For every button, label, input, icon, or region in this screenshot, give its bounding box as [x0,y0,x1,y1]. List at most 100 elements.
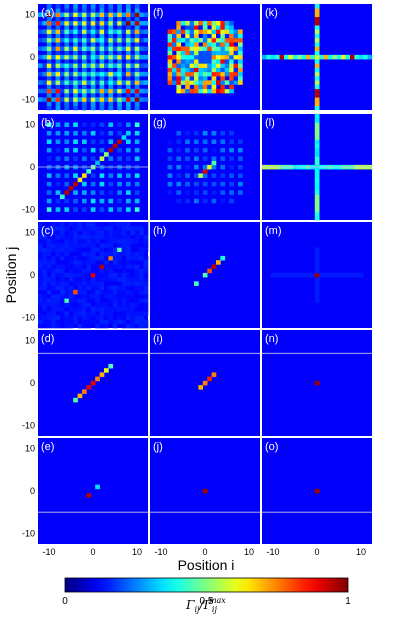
heatmap-cell [38,281,43,286]
heatmap-cell [172,63,177,68]
heatmap-cell [167,42,173,47]
heatmap-cell [68,315,74,320]
heatmap-cell [207,20,212,26]
heatmap-cell [73,311,78,316]
heatmap-cell [220,50,226,56]
heatmap-cell [77,177,83,183]
heatmap-cell [77,315,83,320]
heatmap-cell [99,63,105,68]
heatmap-cell [112,46,118,51]
heatmap-cell [167,46,173,51]
heatmap-cell [134,84,140,90]
heatmap-cell [90,4,96,9]
heatmap-cell [104,277,109,282]
heatmap-cell [46,46,52,51]
heatmap-cell [233,33,239,39]
x-tick-label: 0 [314,547,319,557]
heatmap-cell [112,272,118,278]
heatmap-cell [134,234,140,240]
heatmap-cell [46,243,52,248]
heatmap-cell [306,54,311,60]
heatmap-cell [314,277,320,282]
heatmap-cell [108,311,114,316]
heatmap-cell [108,25,114,30]
heatmap-cell [46,255,52,261]
heatmap-cell [207,376,212,382]
heatmap-cell [176,59,182,64]
heatmap-cell [126,156,131,161]
heatmap-cell [167,76,173,81]
heatmap-cell [323,54,329,60]
heatmap-cell [51,80,56,85]
heatmap-cell [194,190,199,195]
heatmap-cell [38,12,43,18]
heatmap-cell [224,20,230,26]
heatmap-cell [86,234,92,240]
heatmap-cell [112,251,118,257]
heatmap-cell [134,20,140,26]
heatmap-cell [42,255,48,261]
heatmap-cell [38,46,43,51]
heatmap-cell [350,54,355,60]
heatmap-cell [108,8,114,13]
heatmap-cell [108,285,114,291]
heatmap-cell [220,59,226,64]
heatmap-cell [77,260,83,265]
heatmap-cell [301,272,307,278]
heatmap-cell [130,298,136,303]
heatmap-cell [167,173,173,178]
heatmap-cell [126,147,131,153]
heatmap-cell [134,25,140,30]
heatmap-cell [143,289,149,295]
heatmap-cell [55,306,61,312]
heatmap-cell [104,80,109,85]
heatmap-cell [189,67,195,73]
heatmap-cell [64,46,70,51]
heatmap-cell [99,76,105,81]
heatmap-cell [73,315,78,320]
heatmap-cell [51,71,56,77]
heatmap-cell [64,222,70,227]
heatmap-cell [134,238,140,244]
heatmap-cell [224,67,230,73]
heatmap-cell [95,277,100,282]
heatmap-cell [90,50,96,56]
heatmap-cell [126,226,131,231]
heatmap-cell [189,80,195,85]
heatmap-cell [211,42,217,47]
heatmap-cell [134,251,140,257]
heatmap-cell [224,42,230,47]
heatmap-cell [229,50,234,56]
heatmap-cell [233,67,239,73]
heatmap-cell [121,63,127,68]
heatmap-cell [314,84,320,90]
heatmap-cell [314,203,320,208]
heatmap-cell [108,88,114,94]
heatmap-cell [194,20,199,26]
heatmap-cell [86,46,92,51]
heatmap-cell [198,84,204,90]
heatmap-cell [126,84,131,90]
heatmap-cell [216,88,221,94]
heatmap-cell [55,190,61,195]
heatmap-cell [220,255,226,261]
heatmap-cell [55,88,61,94]
heatmap-cell [46,315,52,320]
heatmap-cell [211,50,217,56]
heatmap-cell [229,63,234,68]
heatmap-cell [95,323,100,329]
heatmap-cell [68,306,74,312]
heatmap-cell [104,152,109,157]
heatmap-cell [121,311,127,316]
heatmap-cell [229,130,234,136]
heatmap-cell [55,93,61,98]
heatmap-cell [117,289,122,295]
y-tick-label: 0 [30,378,35,388]
heatmap-cell [134,311,140,316]
heatmap-cell [90,147,96,153]
heatmap-cell [143,37,149,43]
heatmap-cell [167,59,173,64]
heatmap-cell [99,294,105,299]
heatmap-cell [46,207,52,212]
heatmap-cell [126,277,131,282]
